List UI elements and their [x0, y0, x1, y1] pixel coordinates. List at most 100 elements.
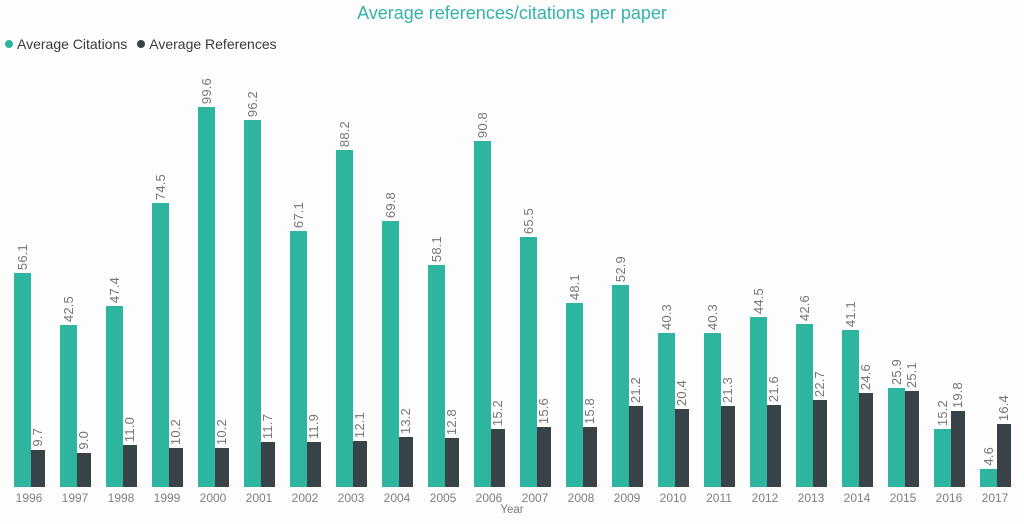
value-label-average-citations-2002: 67.1 — [290, 201, 306, 228]
bar-average-citations-2008[interactable] — [565, 303, 583, 487]
x-tick-2006: 2006 — [475, 491, 503, 505]
bar-average-references-2003[interactable] — [352, 441, 367, 487]
bar-average-references-2009[interactable] — [628, 406, 643, 487]
x-tick-2008: 2008 — [567, 491, 595, 505]
year-group-2012: 44.5 21.6 2012 — [742, 55, 788, 505]
bar-average-citations-2005[interactable] — [427, 265, 445, 487]
bar-average-citations-1998[interactable] — [105, 306, 123, 487]
legend-item-citations[interactable]: Average Citations — [5, 36, 127, 52]
bar-average-citations-2002[interactable] — [289, 231, 307, 487]
bar-average-references-2013[interactable] — [812, 400, 827, 487]
bar-average-references-1999[interactable] — [168, 448, 183, 487]
year-group-1996: 56.1 9.7 1996 — [6, 55, 52, 505]
bar-average-references-2010[interactable] — [674, 409, 689, 487]
x-tick-2003: 2003 — [337, 491, 365, 505]
value-label-average-citations-2010: 40.3 — [658, 303, 674, 330]
bar-average-references-1996[interactable] — [30, 450, 45, 487]
citations-legend-bullet-icon — [5, 40, 13, 48]
value-label-average-references-2009: 21.2 — [628, 376, 643, 403]
x-tick-2012: 2012 — [751, 491, 779, 505]
legend-item-references[interactable]: Average References — [137, 36, 277, 52]
year-group-2009: 52.9 21.2 2009 — [604, 55, 650, 505]
value-label-average-references-2011: 21.3 — [720, 376, 735, 403]
x-axis-title: Year — [500, 504, 524, 516]
bar-average-references-2004[interactable] — [398, 437, 413, 487]
value-label-average-citations-2014: 41.1 — [842, 300, 858, 327]
chart-title: Average references/citations per paper — [357, 3, 667, 23]
value-label-average-citations-2000: 99.6 — [198, 77, 214, 104]
bar-average-citations-2011[interactable] — [703, 333, 721, 487]
value-label-average-references-2005: 12.8 — [444, 408, 459, 435]
value-label-average-references-2015: 25.1 — [904, 361, 919, 388]
value-label-average-citations-2009: 52.9 — [612, 255, 628, 282]
bar-average-references-2001[interactable] — [260, 442, 275, 487]
bar-average-citations-2014[interactable] — [841, 330, 859, 487]
bar-average-references-2011[interactable] — [720, 406, 735, 487]
x-tick-2014: 2014 — [843, 491, 871, 505]
bar-average-references-2017[interactable] — [996, 424, 1011, 487]
year-group-1999: 74.5 10.2 1999 — [144, 55, 190, 505]
bar-average-references-2015[interactable] — [904, 391, 919, 487]
bar-average-citations-1996[interactable] — [13, 273, 31, 487]
value-label-average-citations-2001: 96.2 — [244, 90, 260, 117]
bar-average-references-2002[interactable] — [306, 442, 321, 487]
bar-average-citations-2010[interactable] — [657, 333, 675, 487]
value-label-average-citations-1998: 47.4 — [106, 276, 122, 303]
value-label-average-citations-2005: 58.1 — [428, 235, 444, 262]
bar-average-references-2007[interactable] — [536, 427, 551, 487]
bar-average-citations-2016[interactable] — [933, 429, 951, 487]
value-label-average-references-2003: 12.1 — [352, 411, 367, 438]
bar-average-references-1997[interactable] — [76, 453, 91, 487]
year-group-2016: 15.2 19.8 2016 — [926, 55, 972, 505]
x-tick-2013: 2013 — [797, 491, 825, 505]
x-tick-2015: 2015 — [889, 491, 917, 505]
value-label-average-citations-1999: 74.5 — [152, 173, 168, 200]
year-group-2005: 58.1 12.8 2005 — [420, 55, 466, 505]
value-label-average-citations-1997: 42.5 — [60, 295, 76, 322]
bar-average-citations-2007[interactable] — [519, 237, 537, 487]
year-group-1997: 42.5 9.0 1997 — [52, 55, 98, 505]
value-label-average-citations-2006: 90.8 — [474, 111, 490, 138]
bar-average-references-1998[interactable] — [122, 445, 137, 487]
bar-average-citations-2004[interactable] — [381, 221, 399, 487]
value-label-average-citations-2007: 65.5 — [520, 207, 536, 234]
bar-average-citations-1999[interactable] — [151, 203, 169, 487]
value-label-average-references-2007: 15.6 — [536, 397, 551, 424]
value-label-average-references-2008: 15.8 — [582, 397, 597, 424]
bar-average-references-2005[interactable] — [444, 438, 459, 487]
value-label-average-references-2002: 11.9 — [306, 413, 321, 439]
bar-average-references-2000[interactable] — [214, 448, 229, 487]
bar-average-citations-2013[interactable] — [795, 324, 813, 487]
value-label-average-citations-2003: 88.2 — [336, 120, 352, 147]
bar-average-citations-2006[interactable] — [473, 141, 491, 487]
bar-average-citations-2015[interactable] — [887, 388, 905, 487]
value-label-average-references-1997: 9.0 — [76, 431, 91, 450]
x-tick-2001: 2001 — [245, 491, 273, 505]
value-label-average-references-1996: 9.7 — [30, 428, 45, 447]
x-tick-2017: 2017 — [981, 491, 1009, 505]
bar-average-citations-2017[interactable] — [979, 469, 997, 487]
bar-average-references-2012[interactable] — [766, 405, 781, 487]
bar-average-citations-2000[interactable] — [197, 107, 215, 487]
bar-average-citations-2001[interactable] — [243, 120, 261, 487]
bar-average-references-2008[interactable] — [582, 427, 597, 487]
x-tick-2009: 2009 — [613, 491, 641, 505]
bar-average-references-2006[interactable] — [490, 429, 505, 487]
value-label-average-citations-2011: 40.3 — [704, 303, 720, 330]
year-group-1998: 47.4 11.0 1998 — [98, 55, 144, 505]
year-group-2011: 40.3 21.3 2011 — [696, 55, 742, 505]
value-label-average-references-2006: 15.2 — [490, 399, 505, 426]
value-label-average-references-2010: 20.4 — [674, 379, 689, 406]
bar-average-citations-2012[interactable] — [749, 317, 767, 487]
x-tick-2007: 2007 — [521, 491, 549, 505]
bar-average-references-2016[interactable] — [950, 411, 965, 487]
value-label-average-references-2004: 13.2 — [398, 407, 413, 434]
x-tick-2000: 2000 — [199, 491, 227, 505]
x-tick-2004: 2004 — [383, 491, 411, 505]
bar-average-references-2014[interactable] — [858, 393, 873, 487]
bar-average-citations-2003[interactable] — [335, 150, 353, 487]
bar-average-citations-1997[interactable] — [59, 325, 77, 487]
bar-average-citations-2009[interactable] — [611, 285, 629, 487]
value-label-average-references-2017: 16.4 — [996, 394, 1011, 421]
